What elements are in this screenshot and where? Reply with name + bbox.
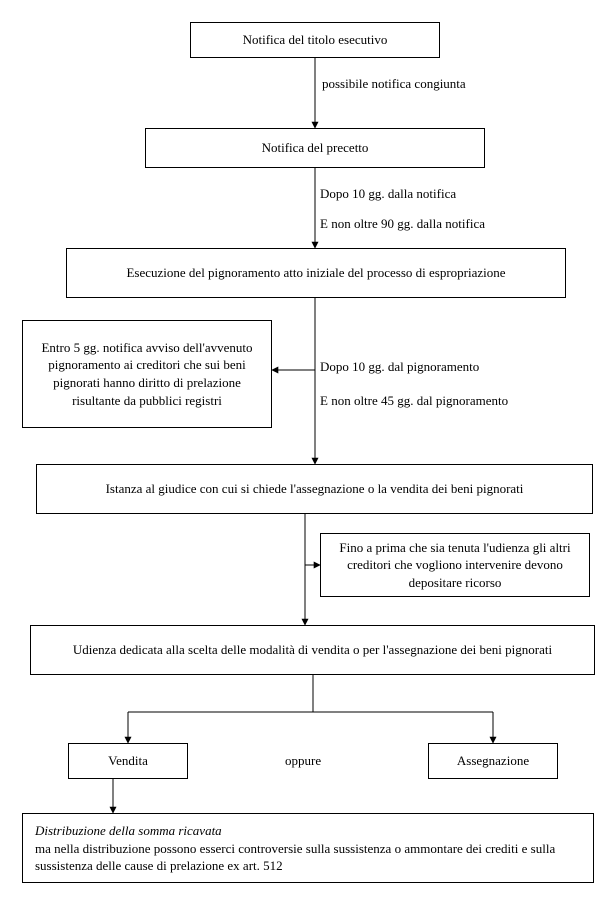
node-label: Notifica del titolo esecutivo	[243, 31, 388, 49]
node-body: ma nella distribuzione possono esserci c…	[35, 840, 581, 875]
node-vendita: Vendita	[68, 743, 188, 779]
node-udienza: Udienza dedicata alla scelta delle modal…	[30, 625, 595, 675]
node-label: Assegnazione	[457, 752, 529, 770]
edge-label-congiunta: possibile notifica congiunta	[322, 75, 466, 93]
node-ricorso-creditori: Fino a prima che sia tenuta l'udienza gl…	[320, 533, 590, 597]
node-label: Istanza al giudice con cui si chiede l'a…	[106, 480, 524, 498]
node-avviso-creditori: Entro 5 gg. notifica avviso dell'avvenut…	[22, 320, 272, 428]
node-label: Udienza dedicata alla scelta delle modal…	[73, 641, 552, 659]
node-istanza-giudice: Istanza al giudice con cui si chiede l'a…	[36, 464, 593, 514]
node-pignoramento: Esecuzione del pignoramento atto inizial…	[66, 248, 566, 298]
edge-label-oltre45-pignoramento: E non oltre 45 gg. dal pignoramento	[320, 392, 508, 410]
node-distribuzione: Distribuzione della somma ricavata ma ne…	[22, 813, 594, 883]
node-label: Fino a prima che sia tenuta l'udienza gl…	[331, 539, 579, 592]
node-titolo-esecutivo: Notifica del titolo esecutivo	[190, 22, 440, 58]
node-label: Entro 5 gg. notifica avviso dell'avvenut…	[33, 339, 261, 409]
node-precetto: Notifica del precetto	[145, 128, 485, 168]
node-label: Esecuzione del pignoramento atto inizial…	[126, 264, 505, 282]
edge-label-oltre90-notifica: E non oltre 90 gg. dalla notifica	[320, 215, 485, 233]
edge-label-dopo10-pignoramento: Dopo 10 gg. dal pignoramento	[320, 358, 479, 376]
node-assegnazione: Assegnazione	[428, 743, 558, 779]
edge-label-oppure: oppure	[285, 752, 321, 770]
node-label: Vendita	[108, 752, 148, 770]
node-title: Distribuzione della somma ricavata	[35, 822, 222, 840]
node-label: Notifica del precetto	[262, 139, 369, 157]
edge-label-dopo10-notifica: Dopo 10 gg. dalla notifica	[320, 185, 456, 203]
